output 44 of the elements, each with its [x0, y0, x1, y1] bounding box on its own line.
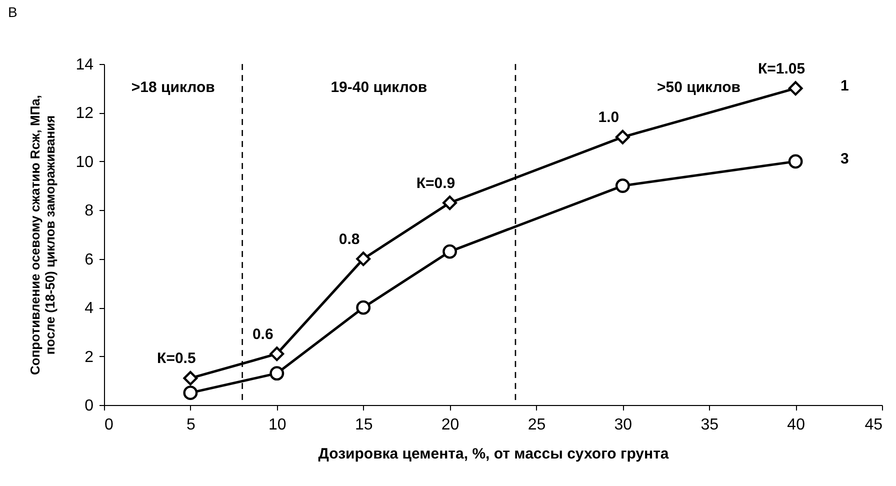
- annotation: 0.6: [252, 326, 274, 343]
- x-tick-label: 15: [354, 416, 373, 434]
- annotation: >50 циклов: [657, 79, 740, 96]
- x-tick-label: 10: [268, 416, 286, 434]
- annotation: К=0.9: [416, 174, 456, 192]
- point: [442, 244, 457, 259]
- point: [615, 130, 630, 144]
- point: [270, 366, 284, 381]
- point: [183, 386, 198, 400]
- x-tick-label: 45: [864, 416, 883, 434]
- y-tick-label: 2: [84, 348, 94, 366]
- y-tick-label: 14: [76, 56, 94, 74]
- point: [356, 300, 371, 315]
- point: [615, 178, 630, 193]
- y-tick-label: 6: [84, 251, 94, 268]
- annotation: >18 циклов: [131, 79, 215, 96]
- y-tick-label: 12: [76, 105, 94, 122]
- text: В: [8, 4, 18, 20]
- point: [183, 370, 198, 386]
- y-tick-label: 10: [76, 154, 94, 171]
- x-tick-label: 5: [186, 416, 196, 434]
- x-axis-title: Дозировка цемента, %, от массы сухого грунта: [318, 446, 670, 462]
- text: 1: [840, 77, 849, 94]
- point: [442, 196, 457, 210]
- annotation: 1.0: [598, 109, 620, 126]
- point: [788, 81, 803, 96]
- x-tick-label: 35: [700, 416, 719, 434]
- annotation: К=0.5: [157, 350, 196, 368]
- x-tick-label: 20: [441, 416, 460, 434]
- text: 3: [840, 150, 849, 168]
- x-tick-label: 40: [787, 416, 806, 434]
- point: [788, 154, 803, 169]
- annotation: 0.8: [338, 230, 360, 248]
- point: [270, 346, 284, 362]
- y-tick-label: 4: [84, 300, 94, 318]
- x-tick-label: 0: [104, 416, 114, 434]
- annotation: 19-40 циклов: [330, 79, 428, 96]
- annotation: К=1.05: [758, 60, 806, 78]
- y-axis-title: Сопротивление осевому сжатию Rсж, МПа, после (18-50) циклов замораживания: [28, 94, 58, 376]
- x-tick-label: 25: [528, 416, 546, 434]
- point: [356, 252, 371, 266]
- y-tick-label: 8: [84, 202, 94, 220]
- x-tick-label: 30: [614, 416, 632, 434]
- y-tick-label: 0: [84, 398, 94, 414]
